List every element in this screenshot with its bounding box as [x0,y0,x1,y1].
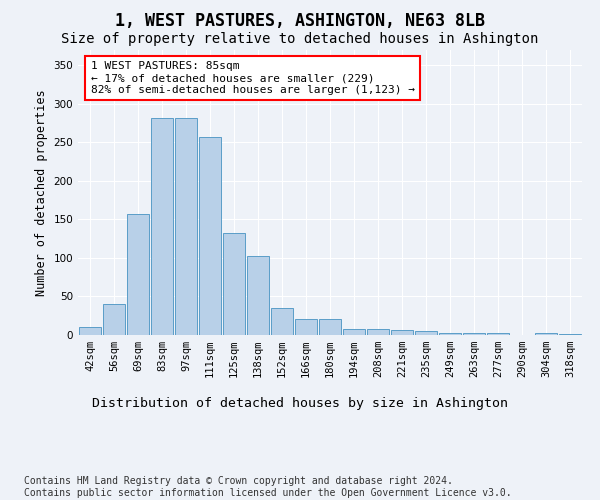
Bar [559,334,581,335]
Text: 1, WEST PASTURES, ASHINGTON, NE63 8LB: 1, WEST PASTURES, ASHINGTON, NE63 8LB [115,12,485,30]
Bar [535,334,557,335]
Bar [175,118,197,335]
Bar [343,329,365,335]
Bar [151,118,173,335]
Y-axis label: Number of detached properties: Number of detached properties [35,89,48,296]
Bar [103,304,125,335]
Bar [79,328,101,335]
Text: Size of property relative to detached houses in Ashington: Size of property relative to detached ho… [61,32,539,46]
Bar [319,319,341,335]
Bar [487,334,509,335]
Bar [223,234,245,335]
Bar [391,330,413,335]
Bar [463,334,485,335]
Text: Distribution of detached houses by size in Ashington: Distribution of detached houses by size … [92,398,508,410]
Bar [127,214,149,335]
Bar [199,137,221,335]
Bar [367,329,389,335]
Bar [271,308,293,335]
Bar [439,332,461,335]
Bar [247,256,269,335]
Bar [415,331,437,335]
Bar [295,319,317,335]
Text: Contains HM Land Registry data © Crown copyright and database right 2024.
Contai: Contains HM Land Registry data © Crown c… [24,476,512,498]
Text: 1 WEST PASTURES: 85sqm
← 17% of detached houses are smaller (229)
82% of semi-de: 1 WEST PASTURES: 85sqm ← 17% of detached… [91,62,415,94]
